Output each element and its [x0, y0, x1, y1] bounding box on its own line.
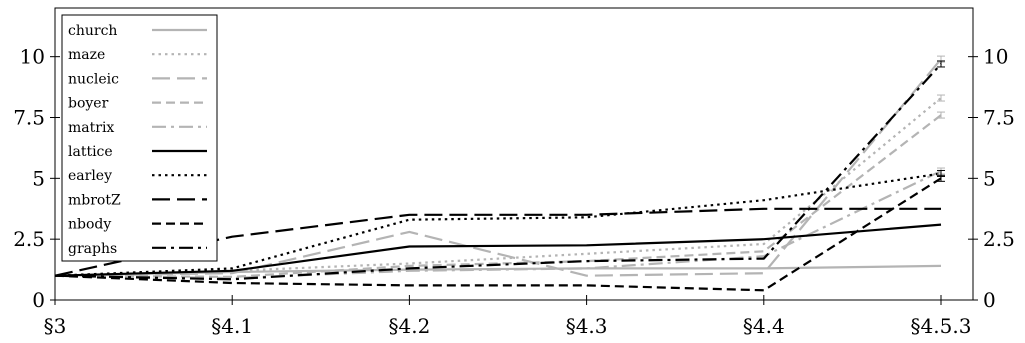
y-tick-label-left: 5: [32, 166, 45, 190]
legend-label-earley: earley: [68, 168, 112, 184]
y-tick-label-right: 0: [983, 288, 996, 312]
series-line-lattice: [54, 223, 942, 277]
legend-label-matrix: matrix: [68, 120, 114, 136]
series-line-nbody: [54, 177, 942, 292]
legend-label-lattice: lattice: [68, 144, 113, 160]
series-line-maze: [54, 97, 942, 277]
series-line-graphs: [54, 63, 942, 281]
legend-box: [61, 14, 218, 262]
x-tick-label: §4.2: [388, 314, 430, 338]
y-tick-label-right: 2.5: [983, 227, 1015, 251]
y-tick-label-left: 7.5: [13, 106, 45, 130]
series-line-earley: [54, 172, 942, 277]
legend-label-maze: maze: [68, 47, 105, 63]
legend-label-nucleic: nucleic: [68, 71, 119, 87]
x-tick-label: §4.5.3: [911, 314, 972, 338]
x-tick-label: §4.3: [566, 314, 608, 338]
x-tick-label: §3: [44, 314, 67, 338]
x-tick-label: §4.1: [211, 314, 253, 338]
y-tick-label-left: 2.5: [13, 227, 45, 251]
y-tick-label-left: 0: [32, 288, 45, 312]
axes: 0 0 2.5 2.5 5 5 7.5 7.5 10 10 §3 §4.1 §4.2 §4.3 §4.4 §4…: [13, 45, 1015, 338]
legend-label-mbrotZ: mbrotZ: [68, 192, 121, 208]
plot-area: [54, 7, 974, 301]
y-tick-label-right: 5: [983, 166, 996, 190]
x-tick-label: §4.4: [743, 314, 785, 338]
legend: church maze nucleic boyer matrix lattice earle…: [61, 14, 218, 262]
y-tick-label-right: 10: [983, 45, 1008, 69]
legend-label-graphs: graphs: [68, 241, 117, 257]
legend-label-nbody: nbody: [68, 217, 111, 233]
series-lines: [54, 55, 945, 292]
plot-border: [54, 7, 974, 301]
y-tick-label-left: 10: [20, 45, 45, 69]
legend-label-church: church: [68, 23, 117, 39]
legend-label-boyer: boyer: [68, 96, 109, 112]
y-tick-label-right: 7.5: [983, 106, 1015, 130]
